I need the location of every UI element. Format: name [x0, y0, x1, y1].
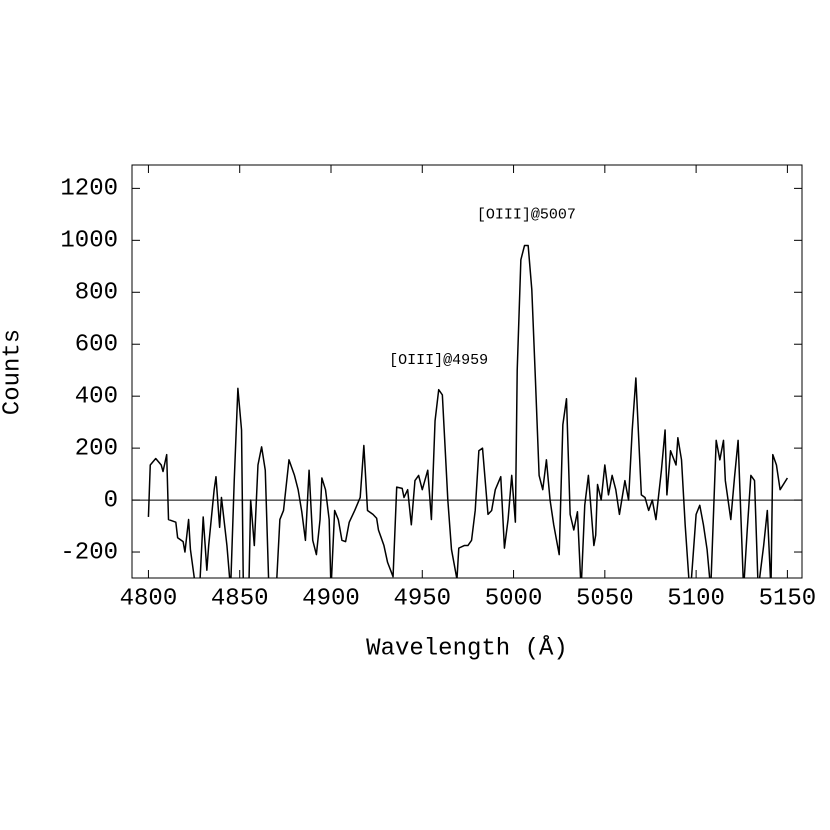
- plot-area: [147, 244, 789, 578]
- x-tick-label: 5050: [576, 585, 634, 612]
- y-tick-label: 1000: [60, 228, 118, 255]
- y-tick-label: 400: [75, 384, 118, 411]
- y-tick-label: 600: [75, 332, 118, 359]
- y-tick-label: 1200: [60, 176, 118, 203]
- y-tick-label: 200: [75, 435, 118, 462]
- x-tick-label: 4800: [120, 585, 178, 612]
- x-tick-label: 5100: [667, 585, 725, 612]
- y-axis-label: Counts: [0, 329, 26, 415]
- y-tick-label: 0: [104, 487, 118, 514]
- plot-frame: [131, 164, 803, 579]
- x-tick-label: 4950: [393, 585, 451, 612]
- x-axis-label: Wavelength (Å): [366, 634, 568, 662]
- annotation: [OIII]@5007: [477, 206, 576, 223]
- y-tick-label: 800: [75, 280, 118, 307]
- x-tick-label: 5000: [485, 585, 543, 612]
- annotation: [OIII]@4959: [389, 352, 488, 369]
- y-tick-label: -200: [60, 539, 118, 566]
- x-tick-label: 4900: [302, 585, 360, 612]
- spectrum-line: [147, 244, 789, 578]
- x-tick-label: 4850: [211, 585, 269, 612]
- x-tick-label: 5150: [759, 585, 817, 612]
